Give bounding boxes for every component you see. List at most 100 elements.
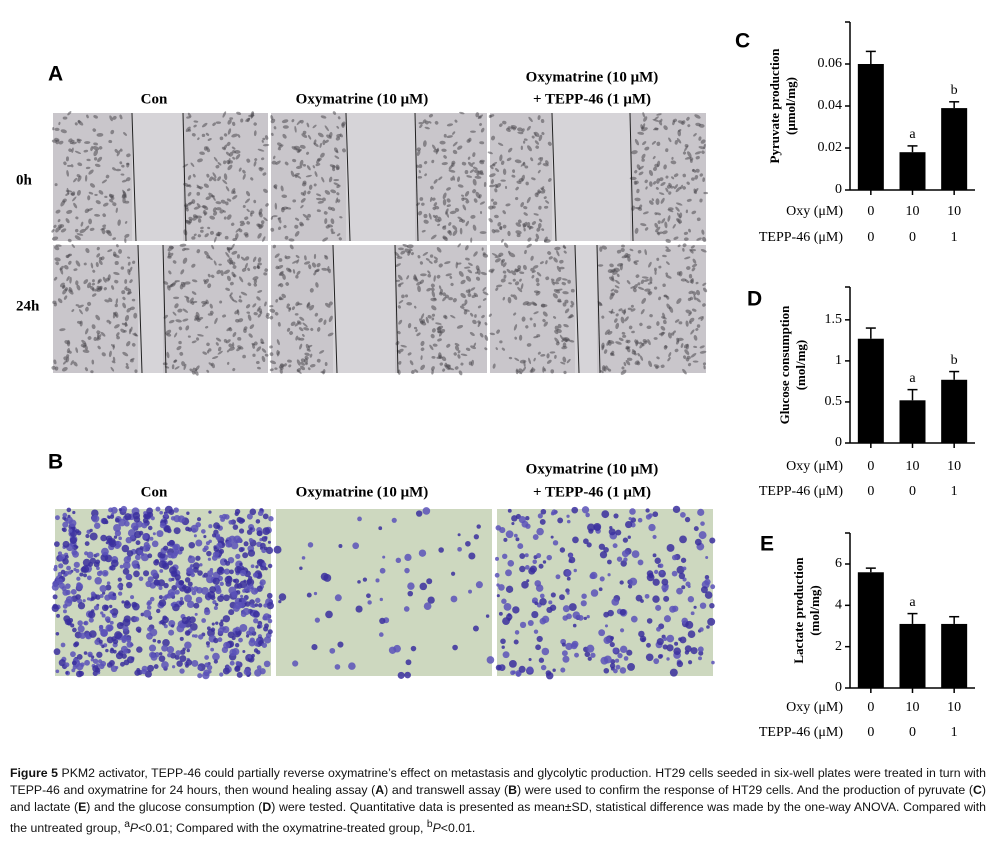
cell [290,321,296,327]
stained-cell [100,534,108,542]
cell [536,227,541,232]
cell [328,176,333,183]
cell [112,115,117,120]
stained-cell [122,568,130,575]
cell [306,151,310,155]
cell [663,319,667,325]
stained-cell [278,593,287,601]
cell [505,203,511,207]
cell [185,325,190,331]
stained-cell [427,596,435,604]
stained-cell [68,519,77,527]
cell [525,325,529,329]
cell [296,259,300,264]
cell [313,253,317,260]
cell [101,179,108,184]
stained-cell [225,560,231,566]
stained-cell [507,559,515,567]
cell [473,198,478,203]
stained-cell [238,637,243,643]
cell [84,328,89,335]
cell [294,313,299,316]
cell [482,287,487,292]
cell [684,256,691,260]
cell [687,151,692,158]
stained-cell [57,551,63,556]
wound-edge [394,244,399,374]
cell [524,165,529,169]
cell [66,275,70,282]
cell [614,279,620,285]
cell [204,233,209,238]
stained-cell [77,602,86,610]
stained-cell [256,665,262,670]
stained-cell [115,540,120,545]
stained-cell [630,615,638,623]
stained-cell [524,553,529,558]
cell [236,254,240,259]
stained-cell [55,631,60,636]
cell [245,117,251,122]
stained-cell [515,537,520,542]
cell [699,350,707,354]
stained-cell [501,645,505,649]
cell [458,370,463,376]
cell [270,114,274,121]
stained-cell [72,550,79,558]
cell [226,198,232,202]
stained-cell [195,539,203,547]
stained-cell [603,636,611,644]
cell [541,186,545,190]
cell [601,315,605,319]
cell [676,212,681,219]
cell [196,184,202,190]
cell [196,249,201,254]
cell [191,370,196,375]
stained-cell [262,527,271,536]
cell [238,318,244,323]
stained-cell [607,609,614,617]
cell [610,288,615,292]
stained-cell [661,578,669,586]
cell [93,115,98,119]
x-tick-label: 0 [909,484,916,499]
cell [444,261,451,265]
cell [421,229,426,233]
cell [106,319,110,323]
cell [661,316,667,320]
stained-cell [622,537,629,543]
cell [116,150,121,157]
cell [71,244,75,248]
stained-cell [629,508,636,515]
stained-cell [242,552,249,559]
cell [232,342,235,348]
stained-cell [122,561,131,570]
cell [103,287,107,291]
cell [695,328,699,331]
cell [556,250,560,257]
x-row-label: Oxy (μM) [786,459,843,474]
cell [86,114,89,119]
cell [519,271,525,274]
stained-cell [687,596,695,603]
stained-cell [125,573,132,581]
cell [553,257,558,263]
stained-cell [248,639,256,647]
stained-cell [217,595,224,603]
cell [314,171,318,178]
cell [621,244,625,248]
stained-cell [536,527,544,536]
cell [665,246,669,250]
cell [430,287,435,292]
cell [53,302,58,307]
stained-cell [150,516,155,521]
cell [452,229,458,236]
cell [610,308,614,315]
cell [120,173,125,176]
cell [257,262,262,266]
cell [269,360,277,365]
cell [398,319,403,325]
cell [623,308,626,316]
cell [526,302,532,306]
wound-edge [574,244,580,374]
